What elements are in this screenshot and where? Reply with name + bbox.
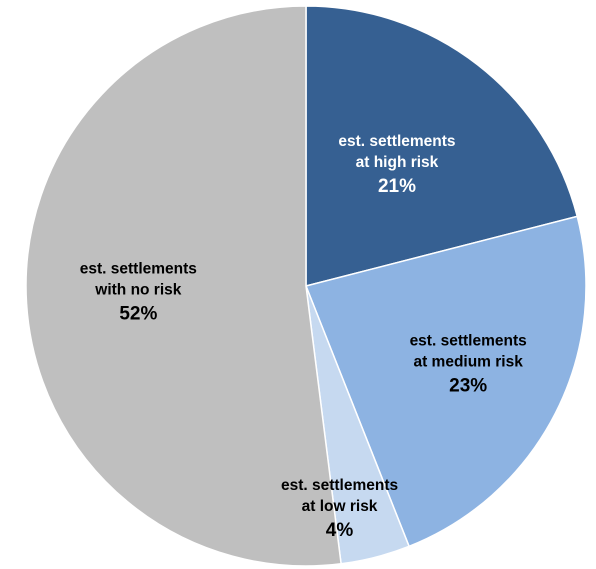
- slice-label-line: est. settlements: [80, 261, 197, 278]
- slice-label-low-risk: est. settlements at low risk 4%: [281, 477, 398, 541]
- slices-layer: [25, 5, 587, 567]
- slice-percent-label: 23%: [449, 376, 487, 397]
- slice-label-line: at low risk: [302, 498, 378, 515]
- pie-slice-high-risk: [305, 5, 579, 287]
- pie-slice-no-risk: [25, 5, 342, 567]
- slice-label-line: at high risk: [356, 154, 439, 171]
- slice-label-line: with no risk: [94, 282, 182, 299]
- slice-label-line: est. settlements: [338, 133, 455, 150]
- slice-percent-label: 21%: [378, 176, 416, 197]
- slice-label-line: est. settlements: [281, 477, 398, 494]
- slice-label-no-risk: est. settlements with no risk 52%: [80, 261, 197, 325]
- slice-percent-label: 4%: [326, 520, 354, 541]
- slice-label-line: at medium risk: [413, 354, 523, 371]
- slice-label-line: est. settlements: [410, 333, 527, 350]
- slice-label-high-risk: est. settlements at high risk 21%: [338, 133, 455, 197]
- slice-percent-label: 52%: [119, 304, 157, 325]
- pie-slice-medium-risk: [304, 215, 587, 548]
- slice-label-medium-risk: est. settlements at medium risk 23%: [410, 333, 527, 397]
